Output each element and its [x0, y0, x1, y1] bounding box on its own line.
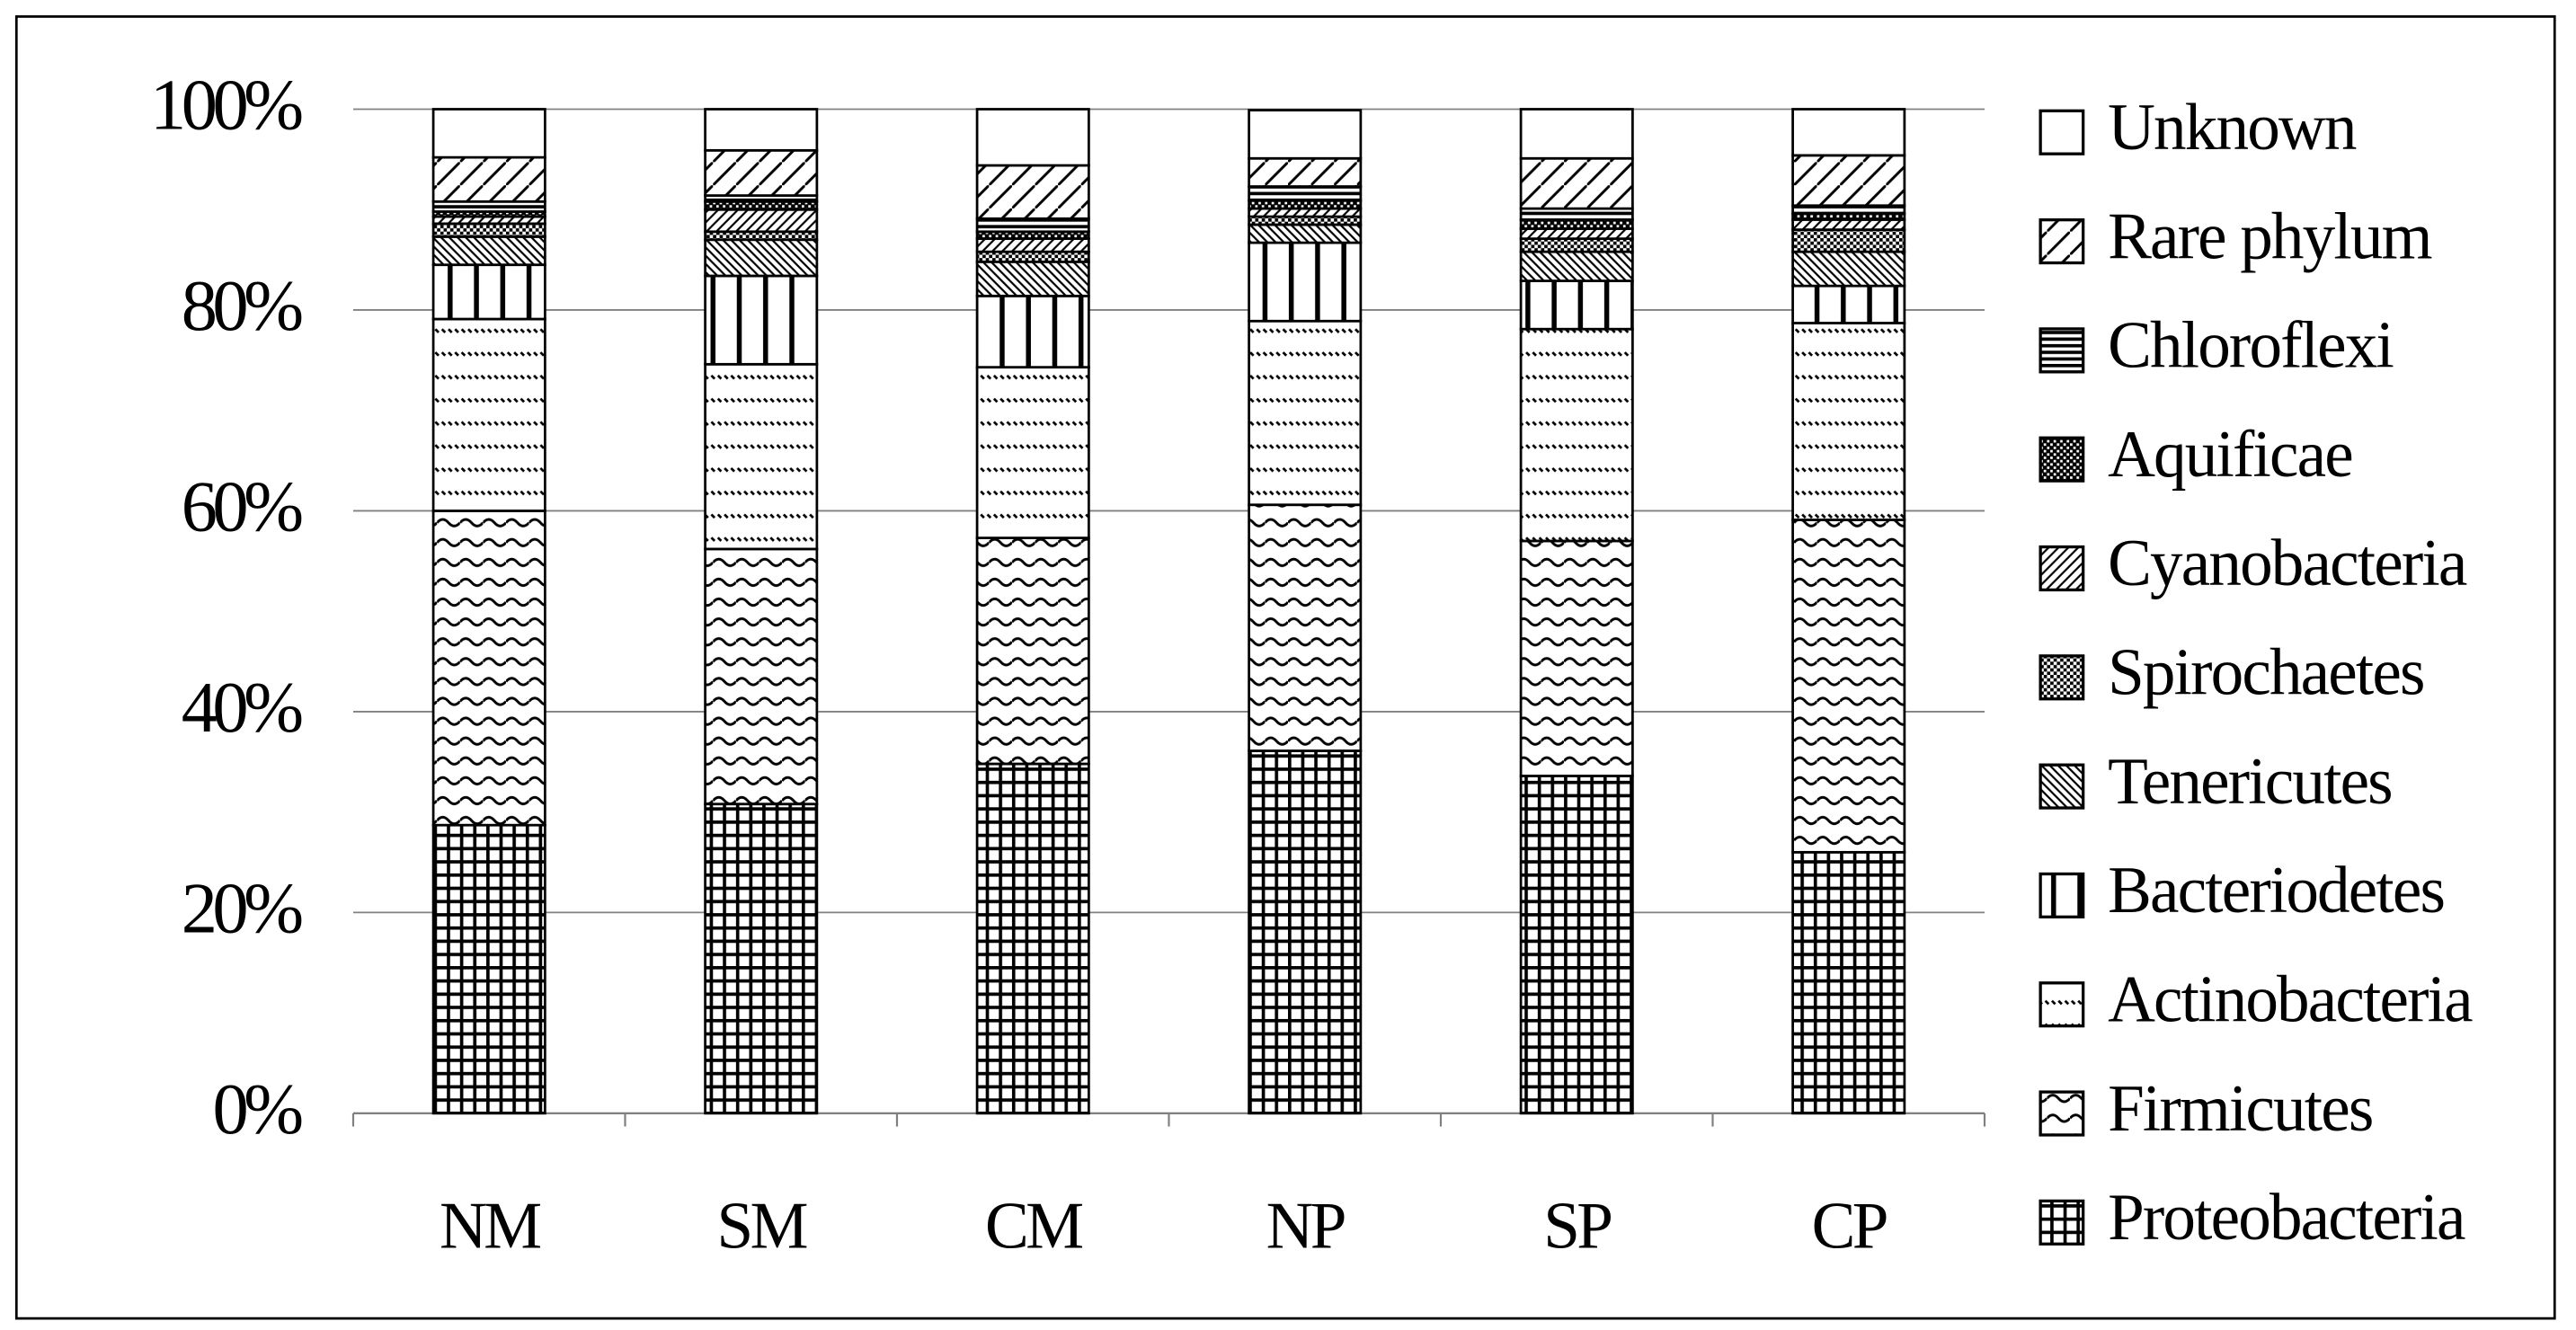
bar-segment [975, 164, 1090, 220]
bar-segment [431, 108, 546, 159]
legend-swatch [2039, 654, 2085, 701]
legend-label: Rare phylum [2108, 200, 2431, 272]
x-tick-label: SP [1543, 1189, 1611, 1262]
bar-segment [1248, 503, 1363, 752]
bar-segment [1248, 109, 1363, 160]
bar-segment [704, 802, 819, 1115]
bar-segment [1791, 228, 1906, 253]
legend-label: Firmicutes [2108, 1072, 2372, 1145]
bar-segment [975, 250, 1090, 263]
bar-segment [431, 155, 546, 203]
bar-segment [704, 208, 819, 234]
bar-segment [704, 547, 819, 806]
bar-segment [1519, 237, 1634, 253]
bar-segment [431, 222, 546, 238]
bar-segment [704, 148, 819, 197]
bar-segment [1519, 279, 1634, 331]
legend-swatch [2039, 872, 2085, 919]
legend-swatch [2039, 981, 2085, 1028]
y-tick-label: 60% [182, 466, 302, 546]
bar-segment [431, 317, 546, 512]
legend-swatch [2039, 109, 2085, 155]
bar-segment [1791, 322, 1906, 521]
bar-segment [1519, 327, 1634, 543]
legend-swatch [2039, 436, 2085, 483]
legend-swatch [2039, 763, 2085, 810]
x-tick-label: NM [440, 1189, 541, 1262]
y-tick-label: 0% [212, 1069, 301, 1149]
bar-segment [1519, 775, 1634, 1115]
legend-swatch [2039, 1199, 2085, 1246]
bar-segment [1791, 850, 1906, 1115]
bar-segment [1791, 108, 1906, 157]
bar-segment [704, 238, 819, 278]
legend-label: Proteobacteria [2108, 1181, 2465, 1254]
legend-label: Aquificae [2108, 418, 2352, 491]
bar-segment [1791, 218, 1906, 231]
bar-segment [975, 217, 1090, 234]
bar-segment [704, 362, 819, 551]
legend-swatch [2039, 545, 2085, 592]
y-tick-label: 20% [182, 868, 302, 948]
bar-segment [431, 263, 546, 321]
legend-label: Unknown [2108, 91, 2357, 164]
y-tick-label: 100% [150, 66, 302, 146]
y-tick-label: 40% [182, 668, 302, 748]
legend-label: Cyanobacteria [2108, 527, 2467, 599]
legend-label: Spirochaetes [2108, 635, 2424, 708]
bar-segment [1248, 319, 1363, 507]
bar-segment [975, 762, 1090, 1115]
bar-segment [1248, 156, 1363, 188]
bar-segment [975, 108, 1090, 167]
legend-label: Chloroflexi [2108, 308, 2393, 381]
bar-segment [1519, 539, 1634, 777]
bar-segment [1519, 108, 1634, 160]
y-tick-label: 80% [182, 266, 302, 346]
bar-segment [1248, 241, 1363, 323]
bar-segment [975, 237, 1090, 253]
bar-segment [975, 294, 1090, 369]
x-tick-label: SM [717, 1189, 808, 1262]
legend-swatch [2039, 327, 2085, 374]
bar-segment [431, 510, 546, 827]
bar-segment [431, 235, 546, 267]
legend-label: Actinobacteria [2108, 962, 2473, 1035]
bar-segment [1248, 185, 1363, 202]
bar-segment [975, 536, 1090, 766]
legend-swatch [2039, 217, 2085, 265]
x-tick-label: NP [1266, 1189, 1345, 1262]
bar-segment [1519, 250, 1634, 282]
bar-segment [1519, 207, 1634, 221]
bar-segment [704, 108, 819, 152]
bar-segment [431, 823, 546, 1115]
bar-segment [1519, 218, 1634, 230]
bar-segment [975, 366, 1090, 539]
bar-segment [1791, 284, 1906, 324]
bar-segment [1248, 223, 1363, 244]
x-tick-label: CM [985, 1189, 1083, 1262]
bar-segment [704, 274, 819, 366]
bar-segment [1791, 519, 1906, 854]
bar-segment [1519, 227, 1634, 241]
legend-swatch [2039, 1090, 2085, 1137]
legend-label: Bacteriodetes [2108, 854, 2444, 927]
bar-segment [975, 260, 1090, 297]
bar-segment [431, 200, 546, 213]
legend-label: Tenericutes [2108, 745, 2392, 818]
bar-segment [1791, 154, 1906, 208]
bar-segment [1791, 250, 1906, 288]
bar-segment [1519, 156, 1634, 210]
bar-segment [1248, 749, 1363, 1115]
x-tick-label: CP [1812, 1189, 1887, 1262]
